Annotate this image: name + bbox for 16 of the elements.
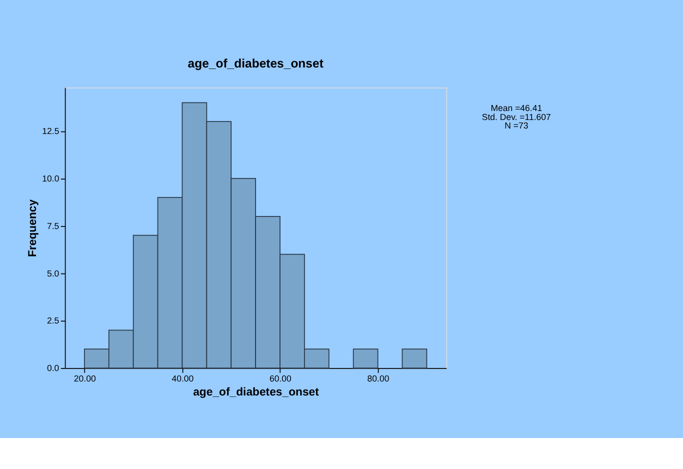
x-axis-title: age_of_diabetes_onset bbox=[193, 386, 320, 399]
y-tick-label: 5.0 bbox=[47, 268, 60, 278]
y-tick-label: 0.0 bbox=[47, 363, 60, 374]
text: Std. Dev. =11.607 bbox=[482, 112, 552, 122]
y-axis-title: Frequency bbox=[26, 198, 39, 257]
y-tick-label: 10.0 bbox=[42, 174, 60, 184]
x-tick-label: 20.00 bbox=[74, 374, 96, 384]
x-tick-label: 60.00 bbox=[270, 374, 292, 384]
y-tick-label: 7.5 bbox=[47, 220, 60, 231]
y-tick-label: 12.5 bbox=[42, 126, 60, 136]
text: N =73 bbox=[504, 120, 528, 131]
x-tick-label: 40.00 bbox=[172, 374, 194, 384]
text: Mean =46.41 bbox=[490, 103, 542, 114]
x-tick-label: 80.00 bbox=[367, 374, 390, 384]
y-tick-label: 2.5 bbox=[47, 316, 60, 326]
chart-title: age_of_diabetes_onset bbox=[188, 56, 324, 70]
